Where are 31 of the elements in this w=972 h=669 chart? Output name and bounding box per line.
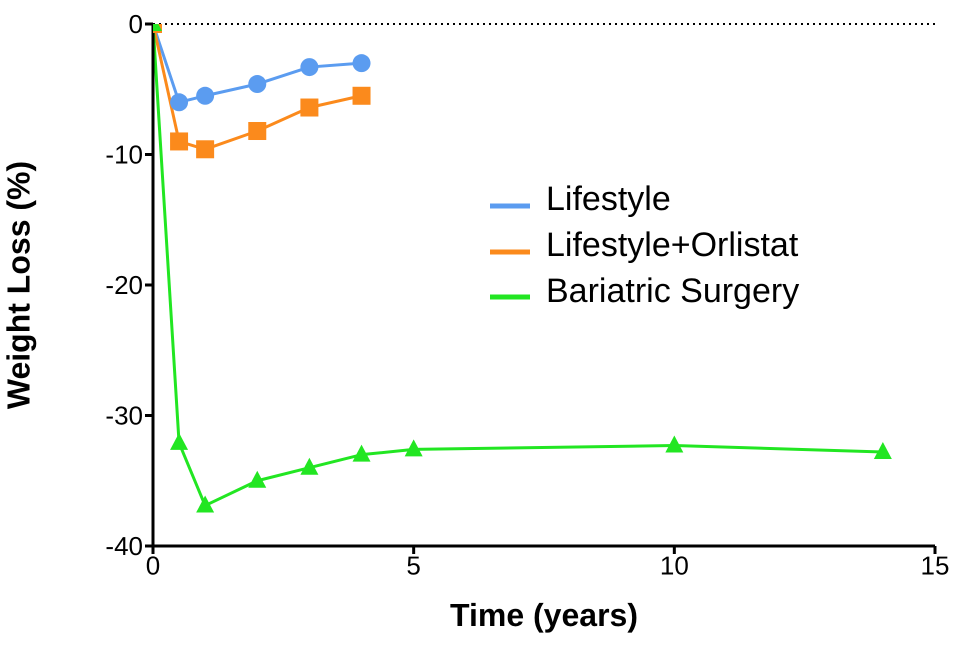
y-tick-label: 0 [128, 9, 143, 40]
point [300, 58, 318, 76]
point [196, 86, 214, 105]
x-tick-label: 5 [406, 550, 421, 580]
point [196, 496, 214, 513]
y-tick-label: -30 [105, 400, 143, 431]
legend-label: Bariatric Surgery [546, 272, 800, 310]
point [196, 140, 214, 158]
x-axis-title: Time (years) [450, 597, 638, 633]
point [248, 75, 266, 94]
legend-label: Lifestyle+Orlistat [546, 226, 798, 264]
point [352, 54, 371, 72]
y-axis-title: Weight Loss (%) [0, 160, 36, 410]
y-tick-label: -40 [105, 531, 143, 562]
point [300, 458, 318, 475]
y-tick-label: -20 [105, 270, 143, 300]
point [248, 470, 266, 488]
x-tick-label: 15 [920, 550, 950, 580]
point [352, 86, 371, 105]
point [404, 439, 423, 456]
point [170, 93, 188, 112]
y-tick-label: -10 [105, 140, 143, 170]
point [300, 98, 318, 117]
point [352, 444, 371, 462]
point [874, 442, 892, 460]
point [170, 432, 188, 450]
legend-label: Lifestyle [546, 180, 671, 218]
x-tick-label: 10 [660, 550, 689, 580]
point [248, 122, 266, 140]
point [170, 132, 188, 150]
point [665, 436, 684, 453]
